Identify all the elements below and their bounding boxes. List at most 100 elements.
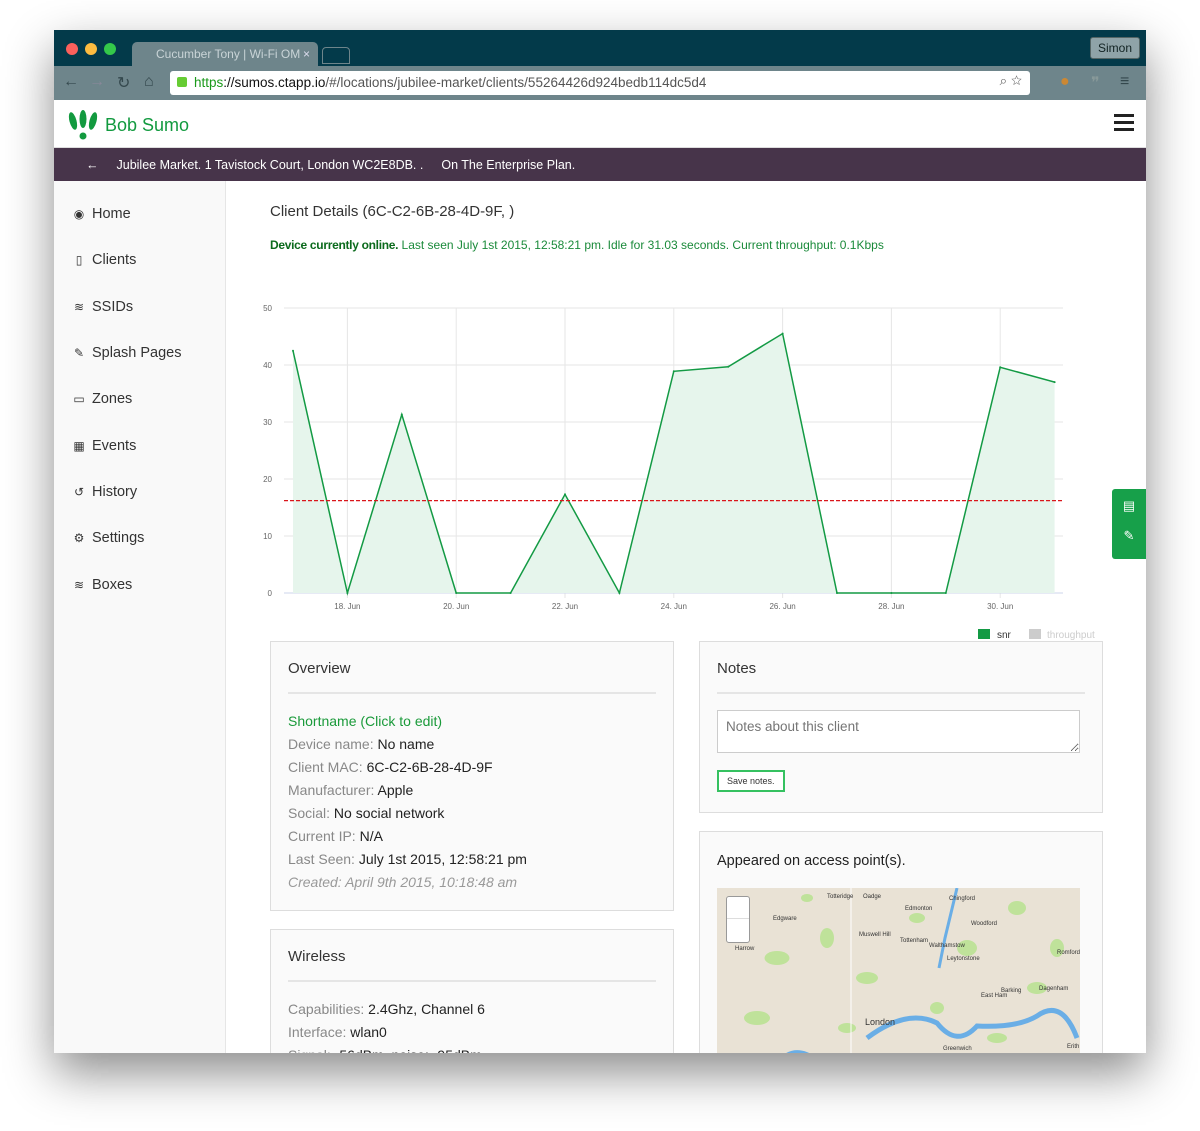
cookie-extension-icon[interactable]: ● [1060, 73, 1070, 90]
reservoir [937, 888, 959, 969]
zoom-in-button[interactable] [727, 897, 749, 919]
shortname-edit-link[interactable]: Shortname (Click to edit) [288, 713, 443, 729]
history-icon: ↺ [73, 484, 85, 499]
maximize-window-button[interactable] [104, 43, 116, 55]
map-label: Leytonstone [947, 956, 980, 962]
field-value: July 1st 2015, 12:58:21 pm [358, 851, 527, 867]
sidebar-item-settings[interactable]: ⚙ Settings [54, 515, 225, 561]
access-point-map[interactable]: Totteridge Oadge Chingford Edmonton Edgware W… [717, 888, 1080, 1053]
created-date: Created: April 9th 2015, 10:18:48 am [288, 874, 518, 890]
field-value: 2.4Ghz, Channel 6 [368, 1001, 485, 1017]
overview-title: Overview [288, 660, 656, 694]
minimize-window-button[interactable] [85, 43, 97, 55]
x-tick-label: 20. Jun [443, 602, 469, 611]
sidebar-item-clients[interactable]: ▯ Clients [54, 237, 225, 283]
snr-point[interactable] [727, 365, 730, 368]
profile-button[interactable]: Simon [1089, 37, 1140, 59]
pencil-icon[interactable]: ✎ [1123, 528, 1135, 543]
x-tick-label: 18. Jun [334, 602, 360, 611]
forward-icon[interactable]: → [89, 73, 105, 90]
app-header: Bob Sumo [54, 100, 1146, 148]
logo-icon [68, 110, 98, 140]
main-content: Client Details (6C-C2-6B-28-4D-9F, ) Dev… [263, 181, 1146, 1053]
field-label: Last Seen: [288, 851, 355, 867]
legend-throughput[interactable]: throughput [1047, 630, 1095, 641]
snr-chart: 0 10 20 30 40 50 18. Jun 20. Jun 22. Jun 24. Jun 2… [263, 304, 1095, 641]
back-icon[interactable]: ← [63, 73, 79, 90]
reload-icon[interactable]: ↻ [117, 75, 131, 92]
field-label: Social: [288, 805, 331, 821]
park-area [764, 951, 790, 965]
snr-point[interactable] [944, 592, 947, 594]
snr-point[interactable] [890, 592, 893, 594]
wireless-title: Wireless [288, 948, 656, 982]
field-value: -56dBm, noise: -95dBm [335, 1047, 482, 1053]
wireless-row: Signal: -56dBm, noise: -95dBm [288, 1047, 673, 1053]
notes-textarea[interactable] [717, 710, 1080, 753]
sidebar-item-label: Boxes [92, 576, 133, 593]
hamburger-menu-icon[interactable] [1114, 114, 1134, 135]
sidebar-item-label: Clients [92, 252, 137, 269]
map-label: Greenwich [943, 1046, 972, 1052]
menu-icon[interactable]: ≡ [1120, 73, 1130, 90]
address-bar[interactable]: https://sumos.ctapp.io/#/locations/jubil… [170, 71, 1030, 95]
save-notes-button[interactable]: Save notes. [717, 770, 785, 792]
legend-throughput-swatch[interactable] [1029, 629, 1041, 639]
snr-point[interactable] [672, 370, 675, 373]
snr-point[interactable] [400, 413, 403, 416]
snr-point[interactable] [1053, 381, 1056, 384]
snr-point[interactable] [781, 332, 784, 335]
snr-point[interactable] [509, 592, 512, 594]
wireless-row: Interface: wlan0 [288, 1024, 673, 1047]
logo[interactable]: Bob Sumo [67, 110, 189, 140]
overview-row: Last Seen: July 1st 2015, 12:58:21 pm [288, 851, 673, 874]
snr-point[interactable] [836, 592, 838, 594]
calendar-icon: ▦ [73, 438, 85, 453]
home-icon[interactable]: ⌂ [144, 73, 154, 90]
sidebar-item-home[interactable]: ◉ Home [54, 191, 225, 237]
title-bar: Cucumber Tony | Wi-Fi OM × Simon [54, 30, 1146, 66]
sidebar-item-zones[interactable]: ▭ Zones [54, 376, 225, 422]
book-icon[interactable]: ▤ [1122, 498, 1136, 513]
field-value: 6C-C2-6B-28-4D-9F [366, 759, 493, 775]
snr-point[interactable] [346, 592, 349, 594]
park-area [957, 940, 977, 956]
park-area [856, 972, 878, 984]
map-label: Dagenham [1039, 986, 1068, 992]
magic-wand-icon: ✎ [73, 346, 85, 361]
thames-river [865, 1007, 1080, 1041]
quote-extension-icon[interactable]: ❞ [1091, 75, 1100, 92]
sidebar-item-history[interactable]: ↺ History [54, 469, 225, 515]
map-label: East Ham [981, 993, 1007, 999]
field-label: Client MAC: [288, 759, 363, 775]
map-background [717, 888, 1080, 1053]
close-window-button[interactable] [66, 43, 78, 55]
sidebar-item-ssids[interactable]: ≋ SSIDs [54, 284, 225, 330]
map-label: Chingford [949, 896, 975, 902]
new-tab-button[interactable] [322, 47, 350, 64]
overview-row: Client MAC: 6C-C2-6B-28-4D-9F [288, 759, 673, 782]
legend-snr[interactable]: snr [997, 630, 1012, 641]
snr-point[interactable] [999, 366, 1002, 369]
snr-point[interactable] [618, 592, 621, 594]
browser-tab[interactable]: Cucumber Tony | Wi-Fi OM × [132, 42, 318, 66]
back-arrow-icon[interactable]: ← [86, 157, 99, 172]
legend-snr-swatch[interactable] [978, 629, 990, 639]
close-tab-icon[interactable]: × [302, 47, 310, 61]
sidebar-item-events[interactable]: ▦ Events [54, 422, 225, 468]
browser-toolbar: ← → ↻ ⌂ https://sumos.ctapp.io/#/locatio… [54, 66, 1146, 100]
sidebar-item-label: Home [92, 206, 131, 223]
snr-point[interactable] [455, 592, 458, 594]
map-zoom-control[interactable] [726, 896, 750, 943]
field-label: Device name: [288, 736, 374, 752]
overview-row: Device name: No name [288, 736, 673, 759]
snr-point[interactable] [292, 349, 294, 352]
park-area [838, 1023, 856, 1033]
map-label: Barking [1001, 988, 1021, 994]
wifi-icon: ≋ [73, 577, 85, 592]
sidebar-item-splash-pages[interactable]: ✎ Splash Pages [54, 330, 225, 376]
snr-point[interactable] [564, 493, 566, 496]
zoom-star-icons[interactable]: ⌕ ☆ [999, 73, 1022, 88]
sidebar-item-boxes[interactable]: ≋ Boxes [54, 561, 225, 607]
park-area [987, 1033, 1007, 1043]
